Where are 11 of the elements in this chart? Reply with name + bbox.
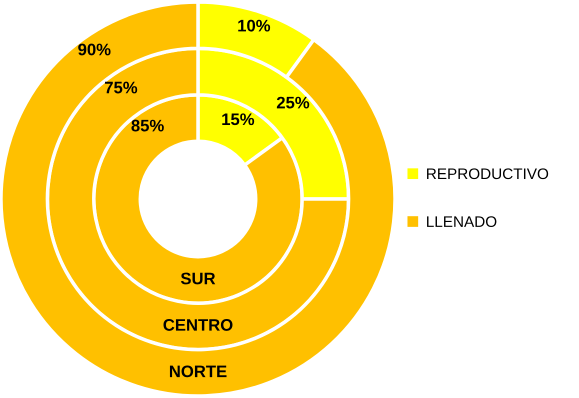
data-label: 90% [78,44,111,56]
slice-label: CENTRO [164,319,232,331]
legend-label: LLENADO [427,216,496,228]
data-label: 25% [276,96,310,108]
data-label: 75% [104,82,138,94]
data-label: 85% [131,120,164,132]
slice-label: NORTE [170,365,227,378]
data-label: 15% [222,113,254,126]
data-label: 10% [238,20,270,32]
slice-label: SUR [180,272,216,284]
legend-label: REPRODUCTIVO [427,168,548,180]
